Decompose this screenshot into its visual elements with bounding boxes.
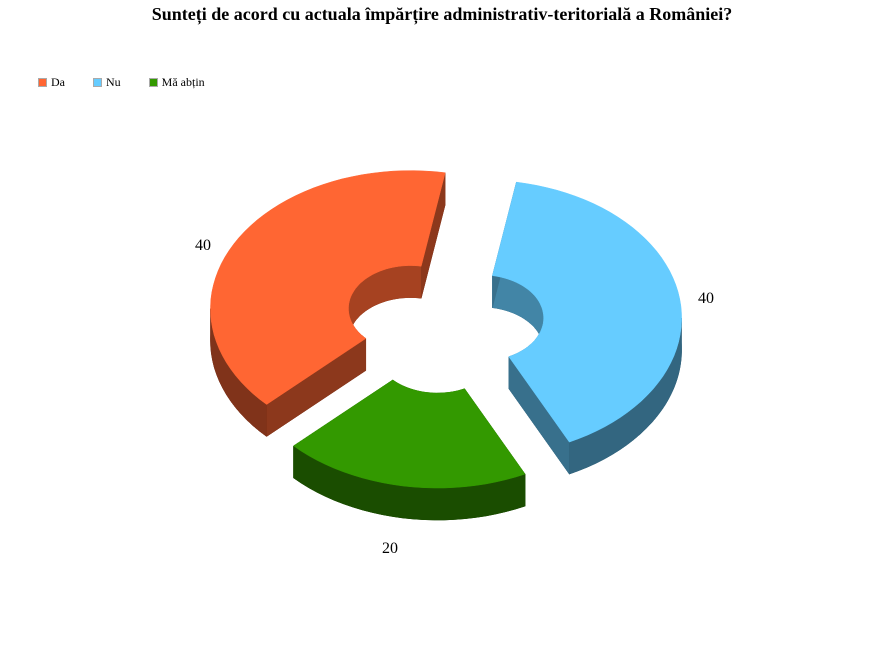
data-label-da: 40	[195, 237, 211, 254]
legend-item-nu[interactable]: Nu	[93, 75, 121, 90]
legend-label: Mă abțin	[161, 75, 205, 89]
legend-swatch	[93, 78, 102, 87]
slice-m-ab-in[interactable]	[293, 379, 526, 489]
legend-label: Nu	[106, 75, 121, 89]
legend-swatch	[148, 78, 158, 87]
legend-label: Da	[51, 75, 65, 89]
slice-da[interactable]	[210, 170, 446, 405]
chart-title: Sunteți de acord cu actuala împărțire ad…	[151, 4, 733, 24]
data-label-nu: 40	[698, 290, 714, 307]
legend-item-da[interactable]: Da	[38, 75, 65, 90]
legend-item-ma-abtin[interactable]: Mă abțin	[148, 75, 205, 90]
data-label-m-ab-in: 20	[382, 540, 398, 557]
legend-swatch	[38, 78, 47, 87]
legend: Da Nu Mă abțin	[38, 75, 233, 90]
slice-nu[interactable]	[492, 181, 682, 443]
